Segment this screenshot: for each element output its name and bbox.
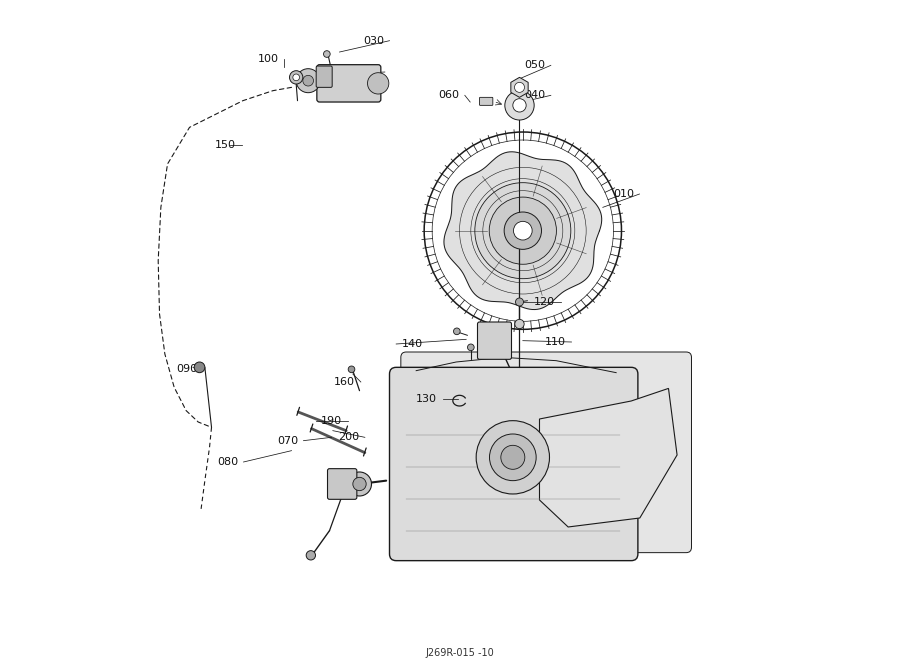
FancyBboxPatch shape — [480, 98, 493, 106]
Circle shape — [513, 99, 527, 112]
Circle shape — [505, 212, 541, 249]
Circle shape — [289, 71, 303, 84]
FancyBboxPatch shape — [317, 65, 380, 102]
Text: 030: 030 — [363, 35, 384, 45]
FancyBboxPatch shape — [316, 66, 332, 88]
Circle shape — [303, 75, 313, 86]
Text: 020: 020 — [358, 67, 380, 77]
Circle shape — [476, 421, 550, 494]
Text: 150: 150 — [215, 140, 236, 150]
Text: 050: 050 — [524, 60, 545, 70]
Circle shape — [505, 91, 534, 120]
Text: 160: 160 — [335, 377, 355, 387]
Circle shape — [468, 344, 474, 351]
Text: 120: 120 — [534, 297, 555, 307]
Circle shape — [306, 550, 315, 560]
Text: J269R-015 -10: J269R-015 -10 — [425, 648, 494, 657]
Circle shape — [323, 51, 330, 57]
FancyBboxPatch shape — [401, 352, 691, 552]
FancyBboxPatch shape — [390, 367, 638, 560]
Circle shape — [368, 73, 389, 94]
Text: 070: 070 — [277, 436, 298, 446]
Text: 130: 130 — [416, 393, 437, 403]
Text: 200: 200 — [338, 432, 359, 442]
FancyBboxPatch shape — [478, 322, 512, 359]
Text: 080: 080 — [217, 457, 238, 467]
Circle shape — [347, 472, 371, 496]
Circle shape — [453, 328, 460, 335]
Polygon shape — [539, 388, 677, 527]
Circle shape — [489, 197, 556, 265]
Text: 010: 010 — [613, 189, 634, 199]
Circle shape — [348, 366, 355, 373]
Text: 060: 060 — [438, 90, 460, 100]
Text: 140: 140 — [402, 339, 423, 349]
Circle shape — [475, 182, 571, 279]
Text: 090: 090 — [176, 363, 198, 373]
Text: 100: 100 — [257, 54, 278, 64]
Polygon shape — [444, 152, 602, 309]
Circle shape — [515, 82, 525, 92]
Circle shape — [516, 298, 524, 306]
Text: 040: 040 — [524, 90, 545, 100]
Circle shape — [194, 362, 205, 373]
Circle shape — [514, 221, 532, 240]
Text: 110: 110 — [545, 337, 566, 347]
Circle shape — [296, 69, 320, 93]
Circle shape — [490, 434, 536, 481]
Circle shape — [293, 74, 300, 81]
Circle shape — [501, 446, 525, 470]
Text: 190: 190 — [321, 415, 342, 426]
Circle shape — [353, 478, 366, 491]
FancyBboxPatch shape — [327, 469, 357, 499]
Circle shape — [515, 319, 524, 329]
